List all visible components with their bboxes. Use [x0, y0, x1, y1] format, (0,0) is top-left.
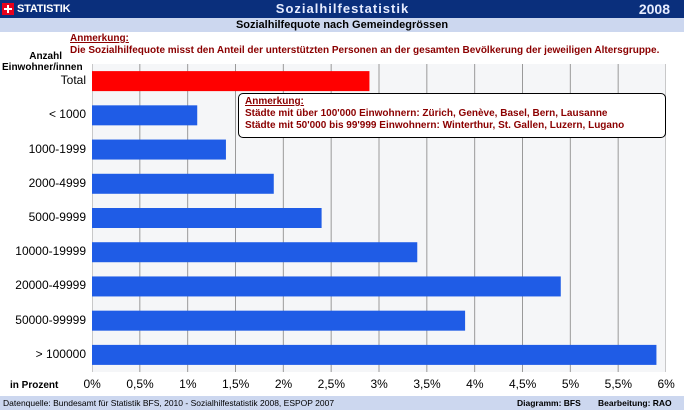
category-label: 10000-19999	[15, 244, 86, 259]
title-bar	[0, 0, 684, 18]
x-tick-label: 2%	[274, 377, 293, 391]
x-axis-title: in Prozent	[10, 380, 59, 391]
bar-0	[92, 71, 370, 92]
category-label: < 1000	[48, 107, 86, 122]
note-text: Die Sozialhilfequote misst den Anteil de…	[70, 45, 660, 56]
bar-3	[92, 173, 274, 194]
x-tick-label: 3,5%	[413, 377, 441, 391]
year-label: 2008	[638, 1, 670, 17]
bar-4	[92, 208, 322, 228]
annotation-line-1: Städte mit über 100'000 Einwohnern: Züri…	[245, 108, 608, 119]
x-tick-label: 5,5%	[604, 377, 633, 391]
category-axis-header: Anzahl Einwohner/innen	[2, 51, 83, 73]
brand: STATISTIK SCHWEIZ	[0, 0, 115, 33]
x-tick-label: 4%	[466, 377, 484, 391]
bar-6	[92, 276, 561, 297]
x-tick-label: 0%	[83, 377, 101, 391]
editing-credit: Bearbeitung: RAO	[598, 398, 672, 408]
bar-5	[92, 242, 418, 263]
x-tick-label: 1,5%	[222, 377, 250, 391]
x-tick-label: 2,5%	[317, 377, 346, 391]
diagram-credit: Diagramm: BFS	[517, 398, 581, 408]
chart-svg	[91, 64, 667, 372]
x-tick-label: 6%	[657, 377, 675, 391]
annotation-title: Anmerkung:	[245, 96, 304, 107]
category-label: 1000-1999	[28, 141, 86, 156]
x-tick-label: 3%	[370, 377, 388, 391]
app-title: Sozialhilfestatistik	[275, 1, 410, 16]
category-label: Total	[60, 73, 86, 88]
x-tick-label: 5%	[561, 377, 580, 391]
swiss-flag-icon	[2, 3, 14, 15]
annotation-line-2: Städte mit 50'000 bis 99'999 Einwohnern:…	[245, 120, 625, 131]
chart-title: Sozialhilfequote nach Gemeindegrössen	[0, 18, 684, 32]
data-source: Datenquelle: Bundesamt für Statistik BFS…	[3, 398, 335, 408]
category-label: 2000-4999	[28, 175, 86, 190]
category-label: > 100000	[35, 346, 86, 361]
bar-2	[92, 139, 226, 160]
bar-8	[92, 344, 657, 365]
annotation-box: Anmerkung: Städte mit über 100'000 Einwo…	[238, 93, 666, 138]
category-label: 20000-49999	[15, 278, 86, 293]
category-label: 5000-9999	[28, 210, 86, 224]
note-title: Anmerkung:	[70, 33, 129, 44]
x-tick-label: 1%	[179, 377, 197, 391]
category-label: 50000-99999	[15, 312, 86, 327]
bar-1	[92, 105, 198, 126]
footer: Datenquelle: Bundesamt für Statistik BFS…	[0, 396, 684, 410]
bar-7	[92, 310, 466, 331]
x-tick-label: 0,5%	[126, 377, 154, 391]
x-tick-label: 4,5%	[509, 377, 537, 391]
